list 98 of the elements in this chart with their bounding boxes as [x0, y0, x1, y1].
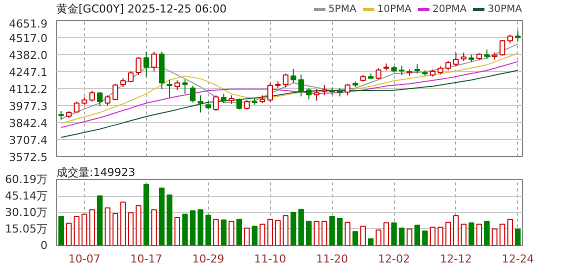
- x-tick-label: 12-24: [502, 252, 534, 266]
- y-tick-label: 15.05万: [5, 222, 48, 236]
- line-series: [60, 43, 518, 120]
- x-tick-label: 11-10: [254, 252, 286, 266]
- bar: [166, 194, 172, 246]
- bar: [314, 220, 320, 246]
- bar: [468, 222, 474, 246]
- bar: [430, 226, 436, 246]
- candlestick: [143, 51, 150, 78]
- bar: [406, 228, 412, 246]
- bar: [290, 212, 296, 246]
- candlestick: [290, 68, 296, 84]
- chart-title: 成交量:149923: [56, 166, 136, 179]
- bar: [344, 222, 350, 246]
- bar: [360, 226, 366, 246]
- x-tick-label: 12-12: [440, 252, 472, 266]
- y-tick-label: 60.19万: [5, 173, 48, 186]
- y-tick-label: 0: [40, 239, 48, 252]
- y-tick-label: 45.14万: [5, 190, 48, 203]
- bar: [97, 195, 103, 246]
- bar: [438, 226, 444, 246]
- bar: [104, 207, 110, 246]
- y-tick-label: 3572.5: [9, 151, 48, 164]
- candlestick: [336, 88, 343, 97]
- bar: [460, 224, 466, 246]
- bar: [198, 209, 204, 246]
- x-tick-label: 10-29: [192, 252, 224, 266]
- chart-title: 黄金[GC00Y] 2025-12-25 06:00: [56, 2, 227, 16]
- y-tick-label: 4247.1: [9, 66, 48, 80]
- candlestick: [166, 79, 172, 98]
- candlestick: [182, 79, 188, 94]
- bar: [515, 228, 521, 246]
- line-series: [60, 70, 518, 138]
- bar: [500, 224, 506, 246]
- bar: [136, 205, 142, 246]
- bar: [228, 220, 234, 246]
- bar: [66, 222, 72, 246]
- x-tick-label: 11-20: [316, 252, 348, 266]
- x-tick-label: 12-02: [378, 252, 410, 266]
- y-tick-label: 4382.0: [9, 49, 48, 62]
- bar: [244, 228, 250, 246]
- y-tick-label: 3977.3: [9, 100, 48, 113]
- bar: [205, 214, 212, 246]
- y-tick-label: 30.10万: [5, 206, 48, 219]
- bar: [190, 210, 196, 246]
- bar: [445, 222, 452, 246]
- bar: [120, 202, 126, 246]
- bar: [398, 228, 405, 246]
- bar: [336, 218, 343, 246]
- bar: [74, 216, 80, 246]
- bar: [306, 220, 312, 246]
- bar: [82, 214, 88, 246]
- bar: [298, 208, 304, 246]
- y-tick-label: 4517.0: [9, 32, 48, 45]
- bar: [151, 209, 157, 246]
- bar: [484, 220, 490, 246]
- x-tick-label: 10-17: [130, 252, 162, 266]
- bar: [260, 224, 266, 246]
- bar: [213, 218, 219, 246]
- bar: [89, 209, 95, 246]
- bar: [112, 213, 118, 246]
- bar: [492, 228, 498, 246]
- legend-label: 5PMA: [328, 3, 356, 15]
- line-series: [60, 52, 518, 124]
- bar: [329, 216, 335, 246]
- bar: [507, 218, 513, 246]
- bar: [391, 222, 397, 246]
- bar: [414, 224, 420, 246]
- line-series: [60, 61, 518, 128]
- bar: [422, 230, 428, 246]
- legend-label: 10PMA: [377, 3, 412, 15]
- bar: [143, 184, 150, 246]
- legend-label: 30PMA: [488, 3, 522, 15]
- y-tick-label: 3842.4: [9, 116, 48, 130]
- y-tick-label: 3707.4: [9, 134, 48, 148]
- bar: [128, 212, 134, 246]
- legend-label: 20PMA: [432, 3, 467, 15]
- bar: [453, 215, 459, 246]
- candlestick: [314, 88, 320, 102]
- bar: [182, 214, 188, 246]
- bar: [158, 188, 165, 246]
- bar: [282, 215, 288, 246]
- bar: [275, 220, 281, 246]
- bar: [368, 238, 374, 246]
- y-tick-label: 4112.2: [9, 83, 48, 96]
- bar: [236, 218, 242, 246]
- bar: [476, 224, 482, 246]
- bar: [352, 231, 358, 246]
- bar: [252, 226, 258, 246]
- bar: [174, 217, 180, 246]
- bar: [376, 230, 382, 246]
- y-tick-label: 4651.9: [9, 18, 48, 30]
- bar: [267, 218, 273, 246]
- bar: [58, 216, 64, 246]
- x-tick-label: 10-07: [68, 252, 100, 266]
- bar: [220, 220, 227, 246]
- bar: [383, 222, 390, 246]
- bar: [322, 220, 328, 246]
